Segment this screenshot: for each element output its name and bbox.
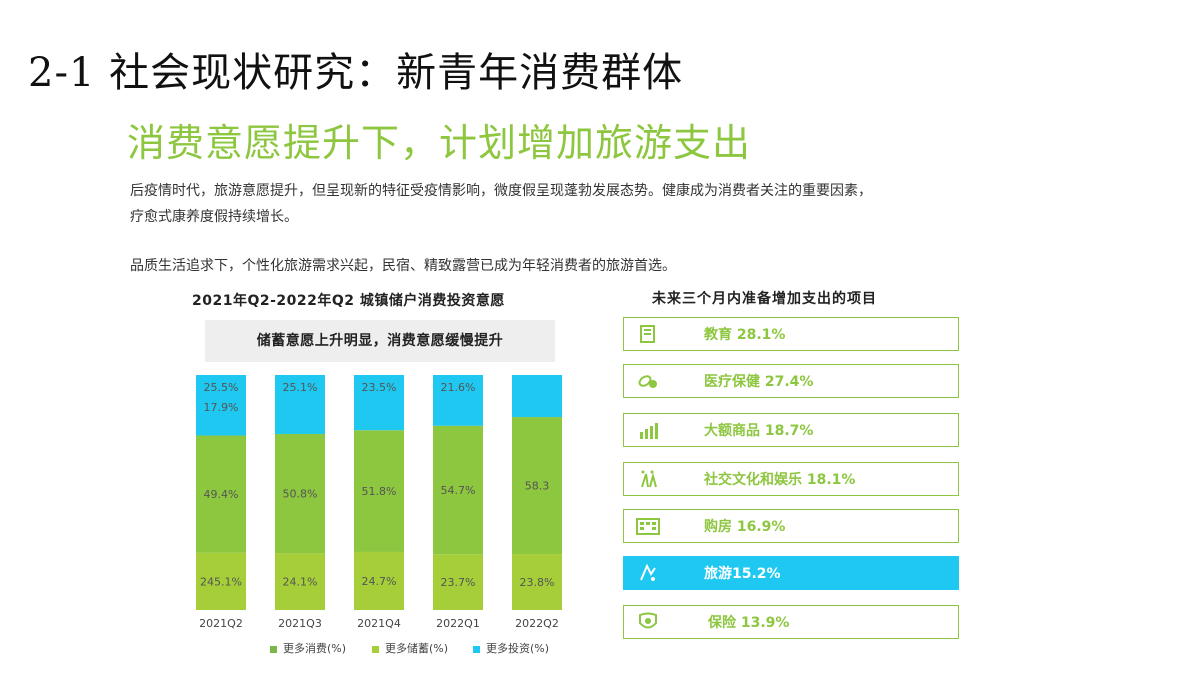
book-icon — [634, 323, 662, 345]
legend-item-consume: 更多消费(%) — [270, 640, 346, 656]
data-label-2021Q3-1: 50.8% — [283, 488, 318, 501]
legend-label-invest: 更多投资(%) — [486, 642, 550, 655]
bar-segment-2021Q2-2 — [196, 375, 246, 436]
chart-title: 2021年Q2-2022年Q2 城镇储户消费投资意愿 — [192, 293, 505, 309]
bar-segment-2022Q2-2 — [512, 375, 562, 418]
spending-item-housing: 购房 16.9% — [623, 509, 959, 543]
x-tick-label-2021Q4: 2021Q4 — [357, 617, 401, 630]
legend-label-consume: 更多消费(%) — [283, 642, 347, 655]
paragraph-1-line-2: 疗愈式康养度假持续增长。 — [130, 209, 298, 225]
legend-item-save: 更多储蓄(%) — [372, 640, 448, 656]
data-label-2022Q1-0: 23.7% — [441, 576, 476, 589]
paragraph-1: 后疫情时代，旅游意愿提升，但呈现新的特征受疫情影响，微度假呈现蓬勃发展态势。健康… — [130, 178, 1010, 230]
chart-note: 储蓄意愿上升明显，消费意愿缓慢提升 — [205, 320, 555, 362]
legend-label-save: 更多储蓄(%) — [385, 642, 449, 655]
data-label-2021Q4-2: 23.5% — [362, 381, 397, 394]
bar-segment-2022Q1-0 — [433, 554, 483, 610]
data-label-2021Q2-1: 49.4% — [204, 488, 239, 501]
spending-item-label: 购房 16.9% — [704, 519, 786, 535]
data-label-2021Q3-0: 24.1% — [283, 576, 318, 589]
data-label-2022Q1-1: 54.7% — [441, 484, 476, 497]
data-label-2022Q2-0: 23.8% — [520, 576, 555, 589]
pill-icon — [634, 370, 662, 392]
bar-segment-2021Q3-1 — [275, 433, 325, 554]
data-label-2022Q2-1: 58.3 — [525, 480, 550, 493]
spending-item-education: 教育 28.1% — [623, 317, 959, 351]
x-tick-label-2021Q3: 2021Q3 — [278, 617, 322, 630]
bar-segment-2021Q4-2 — [354, 375, 404, 431]
spending-item-social-entertainment: 社交文化和娱乐 18.1% — [623, 462, 959, 496]
spending-item-insurance: 保险 13.9% — [623, 605, 959, 639]
data-label-2021Q2-0: 245.1% — [200, 575, 242, 588]
legend-swatch-save — [372, 645, 379, 653]
x-tick-label-2021Q2: 2021Q2 — [199, 617, 243, 630]
bar-segment-2022Q1-1 — [433, 425, 483, 555]
bar-segment-2021Q3-0 — [275, 553, 325, 610]
x-tick-label-2022Q2: 2022Q2 — [515, 617, 559, 630]
spending-item-label: 保险 13.9% — [708, 615, 790, 631]
bar-segment-2022Q2-1 — [512, 417, 562, 555]
slide-subtitle: 消费意愿提升下，计划增加旅游支出 — [127, 121, 752, 165]
legend-swatch-consume — [270, 645, 277, 653]
spending-item-healthcare: 医疗保健 27.4% — [623, 364, 959, 398]
data-label-2022Q1-2: 21.6% — [441, 381, 476, 394]
data-label-extra: 17.9% — [204, 401, 239, 414]
legend-item-invest: 更多投资(%) — [473, 640, 549, 656]
spending-item-label: 旅游15.2% — [704, 566, 781, 582]
bar-segment-2021Q4-0 — [354, 551, 404, 610]
bar-chart-icon — [634, 419, 662, 441]
spending-item-label: 医疗保健 27.4% — [704, 374, 814, 390]
data-label-2021Q3-2: 25.1% — [283, 381, 318, 394]
stacked-bar-chart: 245.1% 49.4% 25.5% 2021Q2 24.1% 50.8% 25.1% 202… — [196, 375, 562, 630]
bar-segment-2022Q1-2 — [433, 375, 483, 426]
x-tick-label-2022Q1: 2022Q1 — [436, 617, 480, 630]
insurance-icon — [634, 611, 662, 633]
spending-list-title: 未来三个月内准备增加支出的项目 — [652, 291, 877, 307]
spending-item-label: 大额商品 18.7% — [704, 423, 814, 439]
bar-segment-2021Q2-0 — [196, 552, 246, 610]
bar-segment-2021Q2-1 — [196, 435, 246, 553]
data-label-2021Q4-1: 51.8% — [362, 485, 397, 498]
spending-item-travel: 旅游15.2% — [623, 556, 959, 590]
paragraph-2: 品质生活追求下，个性化旅游需求兴起，民宿、精致露营已成为年轻消费者的旅游首选。 — [130, 258, 676, 274]
spending-item-big-goods: 大额商品 18.7% — [623, 413, 959, 447]
building-icon — [634, 515, 662, 537]
bar-segment-2021Q4-1 — [354, 430, 404, 552]
legend-swatch-invest — [473, 645, 480, 653]
spending-item-label: 教育 28.1% — [704, 327, 786, 343]
paragraph-1-line-1: 后疫情时代，旅游意愿提升，但呈现新的特征受疫情影响，微度假呈现蓬勃发展态势。健康… — [130, 183, 872, 199]
data-label-2021Q2-2: 25.5% — [204, 381, 239, 394]
slide-title: 2-1 社会现状研究：新青年消费群体 — [28, 50, 684, 96]
party-icon — [634, 468, 662, 490]
travel-icon — [634, 562, 662, 584]
data-label-2021Q4-0: 24.7% — [362, 575, 397, 588]
spending-item-label: 社交文化和娱乐 18.1% — [704, 472, 856, 488]
bar-segment-2021Q3-2 — [275, 375, 325, 434]
bar-segment-2022Q2-0 — [512, 554, 562, 610]
